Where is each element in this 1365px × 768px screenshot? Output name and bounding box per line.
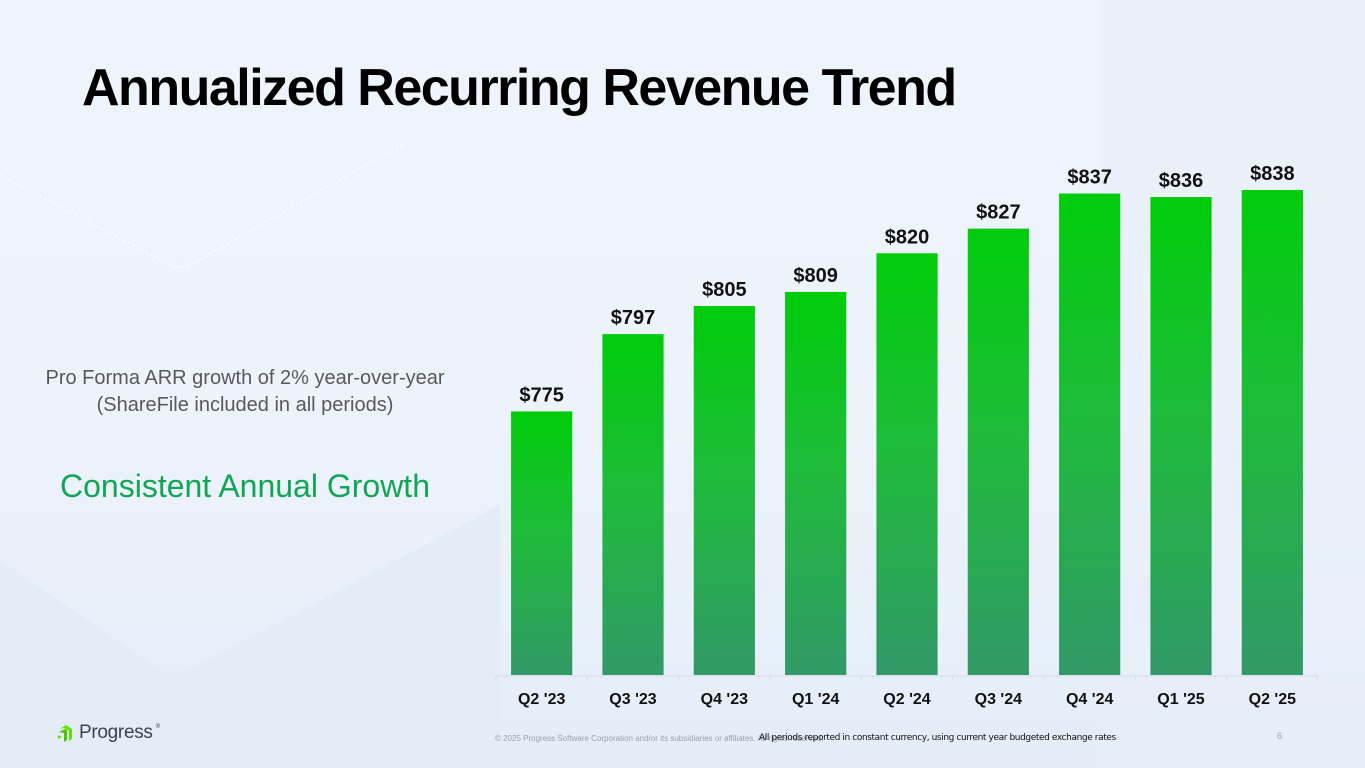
bar-0 bbox=[511, 411, 573, 675]
logo-text: Progress bbox=[79, 722, 153, 743]
category-label: Q4 '24 bbox=[1066, 691, 1113, 708]
bar-value-label: $837 bbox=[1067, 167, 1112, 189]
category-label: Q1 '25 bbox=[1157, 691, 1204, 708]
progress-logo-mark-icon bbox=[58, 725, 72, 742]
bar-value-label: $820 bbox=[885, 226, 930, 248]
category-label: Q4 '23 bbox=[701, 691, 748, 708]
bar-value-label: $827 bbox=[976, 202, 1021, 224]
bar-1 bbox=[602, 334, 664, 675]
bar-value-label: $809 bbox=[793, 265, 838, 287]
category-label: Q1 '24 bbox=[792, 691, 839, 708]
bar-5 bbox=[967, 228, 1029, 675]
bar-value-label: $838 bbox=[1250, 163, 1295, 185]
bar-7 bbox=[1150, 197, 1212, 675]
currency-footnote: All periods reported in constant currenc… bbox=[759, 733, 1116, 743]
progress-logo: Progress ® bbox=[56, 722, 160, 744]
copyright-notice: © 2025 Progress Software Corporation and… bbox=[495, 734, 824, 743]
bar-value-label: $805 bbox=[702, 279, 747, 301]
bar-value-label: $836 bbox=[1159, 170, 1204, 192]
category-label: Q2 '25 bbox=[1249, 691, 1296, 708]
page-number: 6 bbox=[1277, 731, 1283, 741]
bar-4 bbox=[876, 253, 938, 675]
bar-6 bbox=[1059, 193, 1121, 675]
side-note: Pro Forma ARR growth of 2% year-over-yea… bbox=[45, 367, 445, 416]
slide-title: Annualized Recurring Revenue Trend bbox=[82, 59, 957, 117]
category-label: Q3 '23 bbox=[609, 691, 656, 708]
logo-registered-mark: ® bbox=[155, 724, 161, 730]
bar-value-label: $797 bbox=[611, 307, 656, 329]
bar-8 bbox=[1241, 190, 1303, 675]
bar-value-label: $775 bbox=[519, 384, 564, 406]
growth-callout: Consistent Annual Growth bbox=[60, 468, 430, 504]
category-label: Q2 '23 bbox=[518, 691, 565, 708]
bar-2 bbox=[693, 305, 755, 675]
bar-3 bbox=[785, 291, 847, 675]
category-label: Q2 '24 bbox=[883, 691, 930, 708]
category-label: Q3 '24 bbox=[975, 691, 1022, 708]
